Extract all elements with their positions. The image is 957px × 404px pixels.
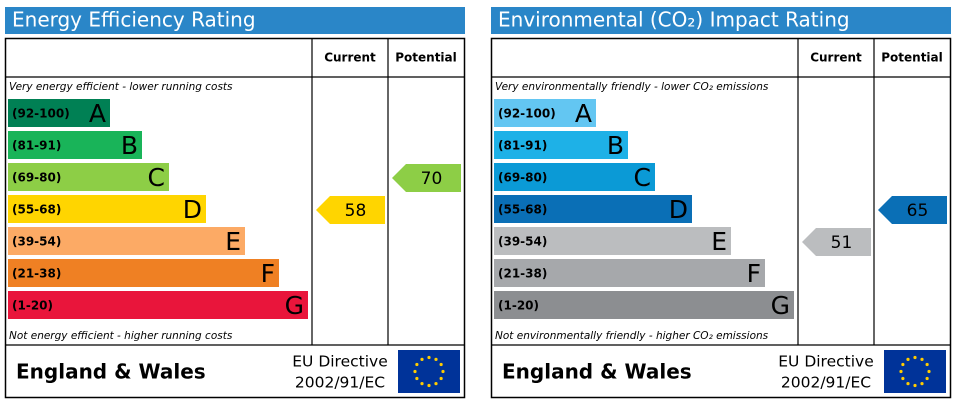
eu-star <box>925 376 929 381</box>
eu-star <box>434 357 438 361</box>
band-letter: C <box>634 163 651 192</box>
band-range: (21-38) <box>12 267 61 281</box>
eu-star <box>901 376 905 381</box>
band-range: (81-91) <box>12 139 61 153</box>
band-range: (21-38) <box>498 267 547 281</box>
title-bar <box>5 7 465 34</box>
eu-star <box>920 357 924 361</box>
eu-star <box>920 382 924 386</box>
eu-star <box>439 376 443 381</box>
rating-arrow <box>392 164 461 192</box>
column-header: Current <box>324 51 376 65</box>
bottom-note: Not environmentally friendly - higher CO… <box>495 330 769 342</box>
rating-value: 65 <box>907 201 929 221</box>
top-note: Very energy efficient - lower running co… <box>9 81 233 93</box>
band-range: (55-68) <box>12 203 61 217</box>
band-range: (39-54) <box>498 235 547 249</box>
panel-frame <box>4 37 466 399</box>
rating-band <box>494 163 655 191</box>
panel-frame <box>490 37 952 399</box>
band-letter: E <box>225 227 241 256</box>
eu-star <box>415 362 419 367</box>
rating-band <box>8 163 169 191</box>
title-bar <box>491 7 951 34</box>
rating-panel: Energy Efficiency Rating Current Potential… <box>4 7 466 399</box>
top-note: Very environmentally friendly - lower CO… <box>495 81 769 93</box>
column-header: Potential <box>395 51 457 65</box>
eu-star <box>441 369 445 374</box>
band-range: (69-80) <box>12 171 61 185</box>
eu-star <box>913 355 917 360</box>
rating-band <box>494 291 794 319</box>
rating-band <box>8 99 110 127</box>
panel-title: Environmental (CO₂) Impact Rating <box>498 8 850 32</box>
rating-band <box>8 259 279 287</box>
band-letter: F <box>261 259 275 288</box>
eu-star <box>901 362 905 367</box>
eu-star <box>906 357 910 361</box>
rating-band <box>494 99 596 127</box>
panel-title: Energy Efficiency Rating <box>12 8 256 32</box>
eu-star <box>420 357 424 361</box>
eu-star <box>899 369 903 374</box>
band-letter: D <box>183 195 202 224</box>
band-range: (69-80) <box>498 171 547 185</box>
eu-star <box>420 382 424 386</box>
eu-star <box>427 383 431 388</box>
eu-star <box>434 382 438 386</box>
column-header: Current <box>810 51 862 65</box>
band-letter: B <box>607 131 624 160</box>
footer-directive: EU Directive <box>778 353 874 371</box>
rating-band <box>8 291 308 319</box>
footer-directive: EU Directive <box>292 353 388 371</box>
eu-star <box>439 362 443 367</box>
footer-code: 2002/91/EC <box>781 374 871 392</box>
band-letter: D <box>669 195 688 224</box>
band-letter: E <box>711 227 727 256</box>
rating-band <box>494 195 692 223</box>
band-range: (81-91) <box>498 139 547 153</box>
eu-star <box>927 369 931 374</box>
band-letter: A <box>89 99 106 128</box>
rating-band <box>8 195 206 223</box>
band-letter: C <box>148 163 165 192</box>
band-letter: F <box>747 259 761 288</box>
rating-band <box>494 259 765 287</box>
rating-panel: Environmental (CO₂) Impact Rating Current… <box>490 7 952 399</box>
band-range: (92-100) <box>12 107 70 121</box>
band-letter: A <box>575 99 592 128</box>
footer-region: England & Wales <box>502 360 692 384</box>
eu-star <box>413 369 417 374</box>
band-range: (1-20) <box>12 299 53 313</box>
bottom-note: Not energy efficient - higher running co… <box>9 330 233 342</box>
footer-region: England & Wales <box>16 360 206 384</box>
footer-code: 2002/91/EC <box>295 374 385 392</box>
rating-value: 51 <box>831 233 853 253</box>
band-range: (55-68) <box>498 203 547 217</box>
eu-star <box>906 382 910 386</box>
rating-band <box>494 227 731 255</box>
rating-band <box>8 227 245 255</box>
rating-value: 70 <box>421 169 443 189</box>
rating-arrow <box>316 196 385 224</box>
eu-star <box>925 362 929 367</box>
band-range: (39-54) <box>12 235 61 249</box>
rating-band <box>8 131 142 159</box>
eu-star <box>415 376 419 381</box>
rating-arrow <box>802 228 871 256</box>
band-letter: G <box>771 291 790 320</box>
rating-value: 58 <box>345 201 367 221</box>
column-header: Potential <box>881 51 943 65</box>
band-range: (92-100) <box>498 107 556 121</box>
rating-arrow <box>878 196 947 224</box>
eu-star <box>913 383 917 388</box>
band-range: (1-20) <box>498 299 539 313</box>
band-letter: B <box>121 131 138 160</box>
rating-band <box>494 131 628 159</box>
eu-star <box>427 355 431 360</box>
band-letter: G <box>285 291 304 320</box>
